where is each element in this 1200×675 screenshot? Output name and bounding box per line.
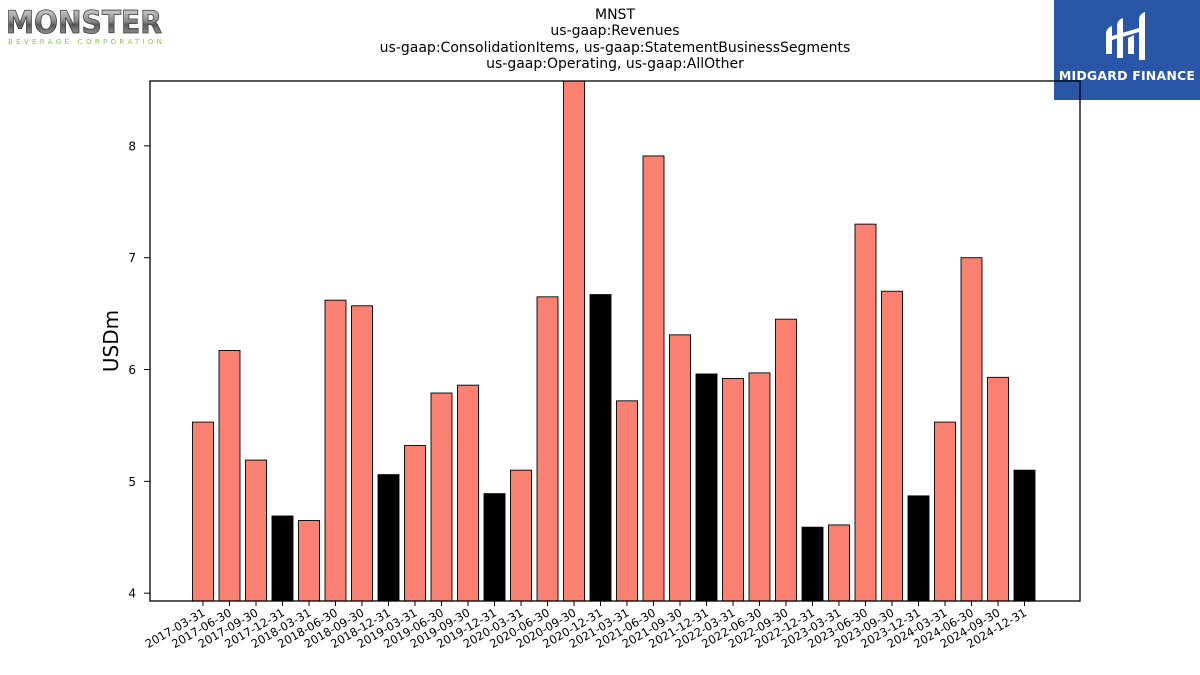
bar-2019-09-30 [457,384,479,602]
bar-2020-06-30 [536,296,559,602]
y-tick-label: 6 [128,363,136,377]
monster-logo-icon: MONSTER BEVERAGE CORPORATION [6,5,163,46]
y-tick-label: 4 [128,587,136,601]
chart-title-line-3: us-gaap:ConsolidationItems, us-gaap:Stat… [379,39,851,56]
bar-2023-12-31 [907,495,930,602]
bar-2023-09-30 [881,290,903,602]
y-tick-label: 8 [128,139,136,153]
bar-2021-12-31 [695,373,718,602]
chart-title: MNST us-gaap:Revenues us-gaap:Consolidat… [300,7,930,72]
midgard-finance-logo-icon [1106,12,1145,60]
bar-2020-03-31 [510,469,532,602]
bar-2020-09-30 [563,80,585,602]
bar-2018-12-31 [377,474,400,602]
bar-2018-03-31 [298,520,320,602]
bar-2018-06-30 [324,299,347,602]
bar-2017-12-31 [271,515,294,602]
bar-2021-03-31 [616,400,638,602]
chart-title-line-2: us-gaap:Revenues [550,23,680,40]
midgard-finance-logo: MIDGARD FINANCE [1054,0,1200,100]
y-axis-label: USDm [99,310,123,372]
midgard-finance-name: MIDGARD FINANCE [1058,68,1196,83]
bar-2022-03-31 [722,378,744,602]
bar-2019-06-30 [430,392,453,602]
bar-2024-03-31 [934,421,956,602]
bar-2023-03-31 [828,524,850,602]
bar-2021-06-30 [642,155,665,602]
bar-2019-12-31 [483,493,506,602]
bar-2019-03-31 [404,445,426,602]
bar-2017-09-30 [245,459,267,602]
plot-frame [149,80,1081,602]
y-tick-label: 5 [128,475,136,489]
chart-title-line-1: MNST [595,7,635,23]
bars-group [192,80,1036,602]
monster-beverage-logo: MONSTER BEVERAGE CORPORATION [4,4,164,48]
bar-2024-06-30 [960,257,983,602]
bar-2017-03-31 [192,421,214,602]
y-tick-label: 7 [128,251,136,265]
logo-tagline-text: BEVERAGE CORPORATION [8,38,162,46]
chart-title-line-4: us-gaap:Operating, us-gaap:AllOther [486,55,744,72]
y-axis-ticks: 4 5 6 7 8 [128,139,150,601]
bar-2018-09-30 [351,305,373,602]
bar-2022-12-31 [801,526,824,602]
bar-2022-06-30 [748,372,771,602]
bar-2021-09-30 [669,334,691,602]
bar-2023-06-30 [854,223,877,602]
x-axis-ticks: 2017-03-312017-06-302017-09-302017-12-31… [143,601,1029,651]
logo-brand-text: MONSTER [6,5,162,41]
bar-2022-09-30 [775,318,797,602]
bar-2020-12-31 [589,294,612,602]
bar-2024-12-31 [1013,469,1036,602]
bar-2017-06-30 [218,350,241,602]
bar-2024-09-30 [987,376,1009,602]
